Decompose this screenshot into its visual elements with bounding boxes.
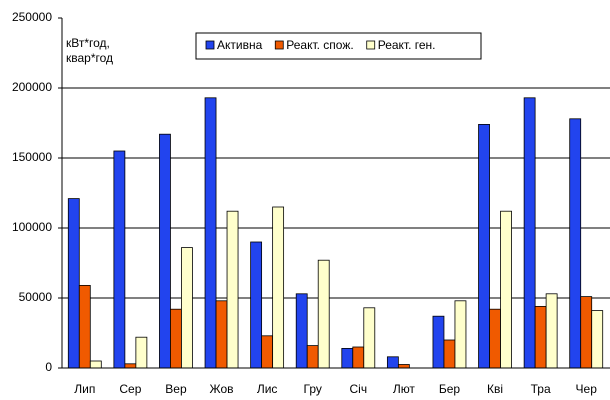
bar (478, 124, 490, 369)
y-axis-label: кВт*год, (66, 36, 110, 50)
y-tick-label: 100000 (12, 220, 52, 234)
bar (124, 363, 137, 369)
bar (580, 296, 593, 369)
bar (591, 310, 604, 369)
bar (261, 335, 274, 369)
bar (159, 133, 171, 369)
x-tick-label: Лют (393, 382, 416, 396)
bar (272, 206, 285, 369)
x-tick-label: Гру (304, 382, 322, 396)
y-tick-label: 50000 (19, 290, 53, 304)
bar (386, 356, 399, 369)
bar (569, 118, 582, 369)
bar (454, 300, 467, 369)
legend-label: Реакт. ген. (378, 38, 436, 52)
bar (432, 315, 445, 369)
bar (135, 336, 148, 369)
bar (341, 347, 354, 369)
x-tick-label: Лип (74, 382, 95, 396)
bar (443, 339, 456, 369)
bar (250, 241, 263, 369)
bar (215, 300, 228, 369)
bar (545, 293, 558, 369)
bar (317, 259, 330, 369)
bar (204, 97, 217, 369)
x-tick-label: Бер (439, 382, 461, 396)
bar (489, 308, 501, 369)
y-tick-label: 0 (45, 360, 52, 374)
legend-swatch (366, 40, 376, 50)
y-tick-label: 200000 (12, 80, 52, 94)
legend-swatch (205, 40, 215, 50)
bar (500, 210, 512, 369)
x-tick-label: Кві (487, 382, 503, 396)
legend: Активна Реакт. спож. Реакт. ген. (195, 32, 482, 60)
x-tick-label: Сер (119, 382, 141, 396)
x-tick-label: Жов (210, 382, 234, 396)
bar (78, 284, 91, 369)
bar (352, 346, 365, 369)
bar (534, 305, 547, 369)
legend-swatch (274, 40, 284, 50)
bar (306, 345, 319, 369)
bar (295, 293, 308, 369)
y-tick-label: 250000 (12, 10, 52, 24)
x-tick-label: Січ (349, 382, 367, 396)
bar (523, 97, 536, 369)
bar (181, 247, 193, 369)
legend-label: Реакт. спож. (286, 38, 353, 52)
legend-box (195, 32, 482, 60)
bar (397, 364, 410, 369)
y-axis-label: квар*год (66, 51, 113, 65)
bar (113, 150, 126, 369)
legend-label: Активна (217, 38, 263, 52)
plot: 0 50000 100000 150000 200000 250000 Лип Сер Вер Ж… (12, 10, 610, 396)
y-tick-label: 150000 (12, 150, 52, 164)
bar (67, 198, 80, 369)
bar (363, 307, 376, 369)
x-tick-label: Вер (165, 382, 187, 396)
x-tick-label: Лис (257, 382, 278, 396)
bar (89, 360, 102, 369)
bar (170, 308, 182, 369)
x-tick-label: Тра (531, 382, 551, 396)
bar (226, 210, 239, 369)
x-tick-label: Чер (576, 382, 598, 396)
